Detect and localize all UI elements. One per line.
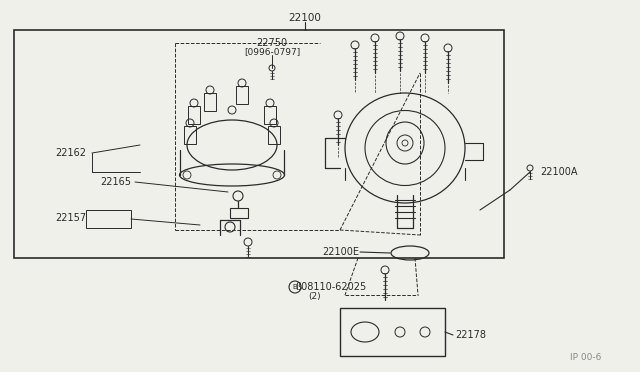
- Text: (2): (2): [308, 292, 321, 301]
- Text: B: B: [292, 284, 298, 290]
- Text: 22100: 22100: [289, 13, 321, 23]
- Bar: [340, 308, 445, 356]
- Bar: [86, 210, 131, 228]
- Text: 22165: 22165: [100, 177, 131, 187]
- Bar: [268, 126, 280, 144]
- Text: [0996-0797]: [0996-0797]: [244, 48, 300, 57]
- Bar: [264, 106, 276, 124]
- Bar: [230, 208, 248, 218]
- Text: IP 00-6: IP 00-6: [570, 353, 602, 362]
- Text: 22157: 22157: [55, 213, 86, 223]
- Text: ß08110-62025: ß08110-62025: [295, 282, 366, 292]
- Bar: [184, 126, 196, 144]
- Bar: [14, 30, 504, 258]
- Text: 22100E: 22100E: [322, 247, 359, 257]
- Bar: [204, 93, 216, 111]
- Text: 22750: 22750: [257, 38, 287, 48]
- Text: 22100A: 22100A: [540, 167, 577, 177]
- Bar: [188, 106, 200, 124]
- Bar: [236, 86, 248, 104]
- Text: 22162: 22162: [55, 148, 86, 158]
- Text: 22178: 22178: [455, 330, 486, 340]
